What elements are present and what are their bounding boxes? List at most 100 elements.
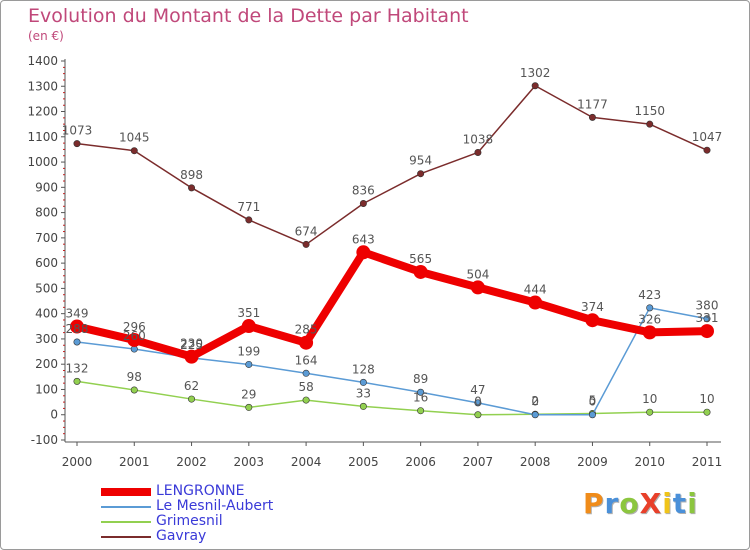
data-point [299, 335, 314, 350]
data-label: 5 [589, 393, 597, 407]
legend-swatch [101, 488, 151, 496]
chart-title: Evolution du Montant de la Dette par Hab… [28, 5, 469, 27]
data-label: 1047 [692, 130, 723, 144]
data-point [245, 403, 253, 411]
data-point [356, 245, 371, 260]
data-point [703, 146, 711, 154]
data-point [413, 264, 428, 279]
legend-label: LENGRONNE [156, 483, 245, 499]
data-label: 58 [298, 380, 313, 394]
data-label: 230 [180, 337, 203, 351]
data-label: 29 [241, 387, 256, 401]
data-point [302, 396, 310, 404]
data-point [474, 411, 482, 419]
y-tick-label: 700 [35, 231, 58, 245]
data-point [646, 408, 654, 416]
data-label: 1038 [463, 132, 494, 146]
y-tick-label: 1100 [27, 130, 58, 144]
data-point [588, 411, 596, 419]
legend-label: Gavray [156, 528, 207, 544]
x-tick-label: 2002 [176, 455, 207, 469]
data-point [70, 319, 84, 334]
data-label: 1302 [520, 66, 551, 80]
data-point [241, 319, 256, 334]
data-point [528, 295, 543, 310]
data-point [470, 280, 485, 295]
data-point [184, 349, 199, 364]
data-label: 33 [356, 386, 371, 400]
data-label: 331 [696, 311, 719, 325]
legend-swatch [101, 536, 151, 538]
data-point [73, 140, 81, 148]
data-point [245, 360, 253, 368]
data-label: 326 [638, 312, 661, 326]
data-label: 444 [524, 283, 547, 297]
data-label: 285 [295, 323, 318, 337]
x-tick-label: 2010 [634, 455, 665, 469]
y-tick-label: 500 [35, 281, 58, 295]
data-point [417, 170, 425, 178]
data-label: 374 [581, 300, 604, 314]
x-tick-label: 2005 [348, 455, 379, 469]
x-tick-label: 2009 [577, 455, 608, 469]
data-label: 351 [237, 306, 260, 320]
data-label: 260 [123, 329, 146, 343]
data-label: 504 [466, 267, 489, 281]
x-tick-label: 2003 [234, 455, 265, 469]
data-point [245, 216, 253, 224]
data-label: 199 [237, 344, 260, 358]
data-point [646, 120, 654, 128]
data-label: 10 [642, 392, 657, 406]
data-point [531, 411, 539, 419]
data-point [127, 332, 142, 347]
y-tick-label: 300 [35, 332, 58, 346]
data-label: 380 [696, 299, 719, 313]
data-point [642, 325, 657, 340]
data-point [302, 240, 310, 248]
data-point [359, 378, 367, 386]
data-label: 296 [123, 320, 146, 334]
data-point [188, 395, 196, 403]
data-point [359, 200, 367, 208]
y-tick-label: 400 [35, 307, 58, 321]
data-label: 16 [413, 391, 428, 405]
x-tick-label: 2004 [291, 455, 322, 469]
data-point [417, 388, 425, 396]
data-point [703, 315, 711, 323]
data-point [302, 369, 310, 377]
data-label: 898 [180, 168, 203, 182]
legend-swatch [101, 521, 151, 523]
data-label: 128 [352, 362, 375, 376]
data-label: 288 [66, 322, 89, 336]
data-label: 674 [295, 224, 318, 238]
x-tick-label: 2000 [62, 455, 93, 469]
data-label: 643 [352, 232, 375, 246]
y-tick-label: 600 [35, 256, 58, 270]
y-tick-label: 1000 [27, 155, 58, 169]
data-label: 132 [66, 361, 89, 375]
data-label: 1177 [577, 97, 608, 111]
x-tick-label: 2007 [463, 455, 494, 469]
data-label: 0 [589, 395, 597, 409]
x-tick-label: 2001 [119, 455, 150, 469]
y-tick-label: 1300 [27, 79, 58, 93]
data-label: 89 [413, 372, 428, 386]
data-label: 565 [409, 252, 432, 266]
data-label: 1073 [62, 124, 93, 138]
data-label: 771 [237, 200, 260, 214]
data-label: 164 [295, 353, 318, 367]
data-label: 2 [531, 394, 539, 408]
data-label: 225 [180, 338, 203, 352]
data-label: 349 [66, 307, 89, 321]
legend-label: Le Mesnil-Aubert [156, 498, 274, 514]
data-point [585, 313, 600, 328]
data-label: 423 [638, 288, 661, 302]
data-point [130, 147, 138, 155]
x-tick-label: 2011 [692, 455, 723, 469]
series-line-2 [76, 380, 708, 416]
y-tick-label: 200 [35, 357, 58, 371]
data-label: 1045 [119, 131, 150, 145]
data-point [646, 304, 654, 312]
data-point [703, 408, 711, 416]
